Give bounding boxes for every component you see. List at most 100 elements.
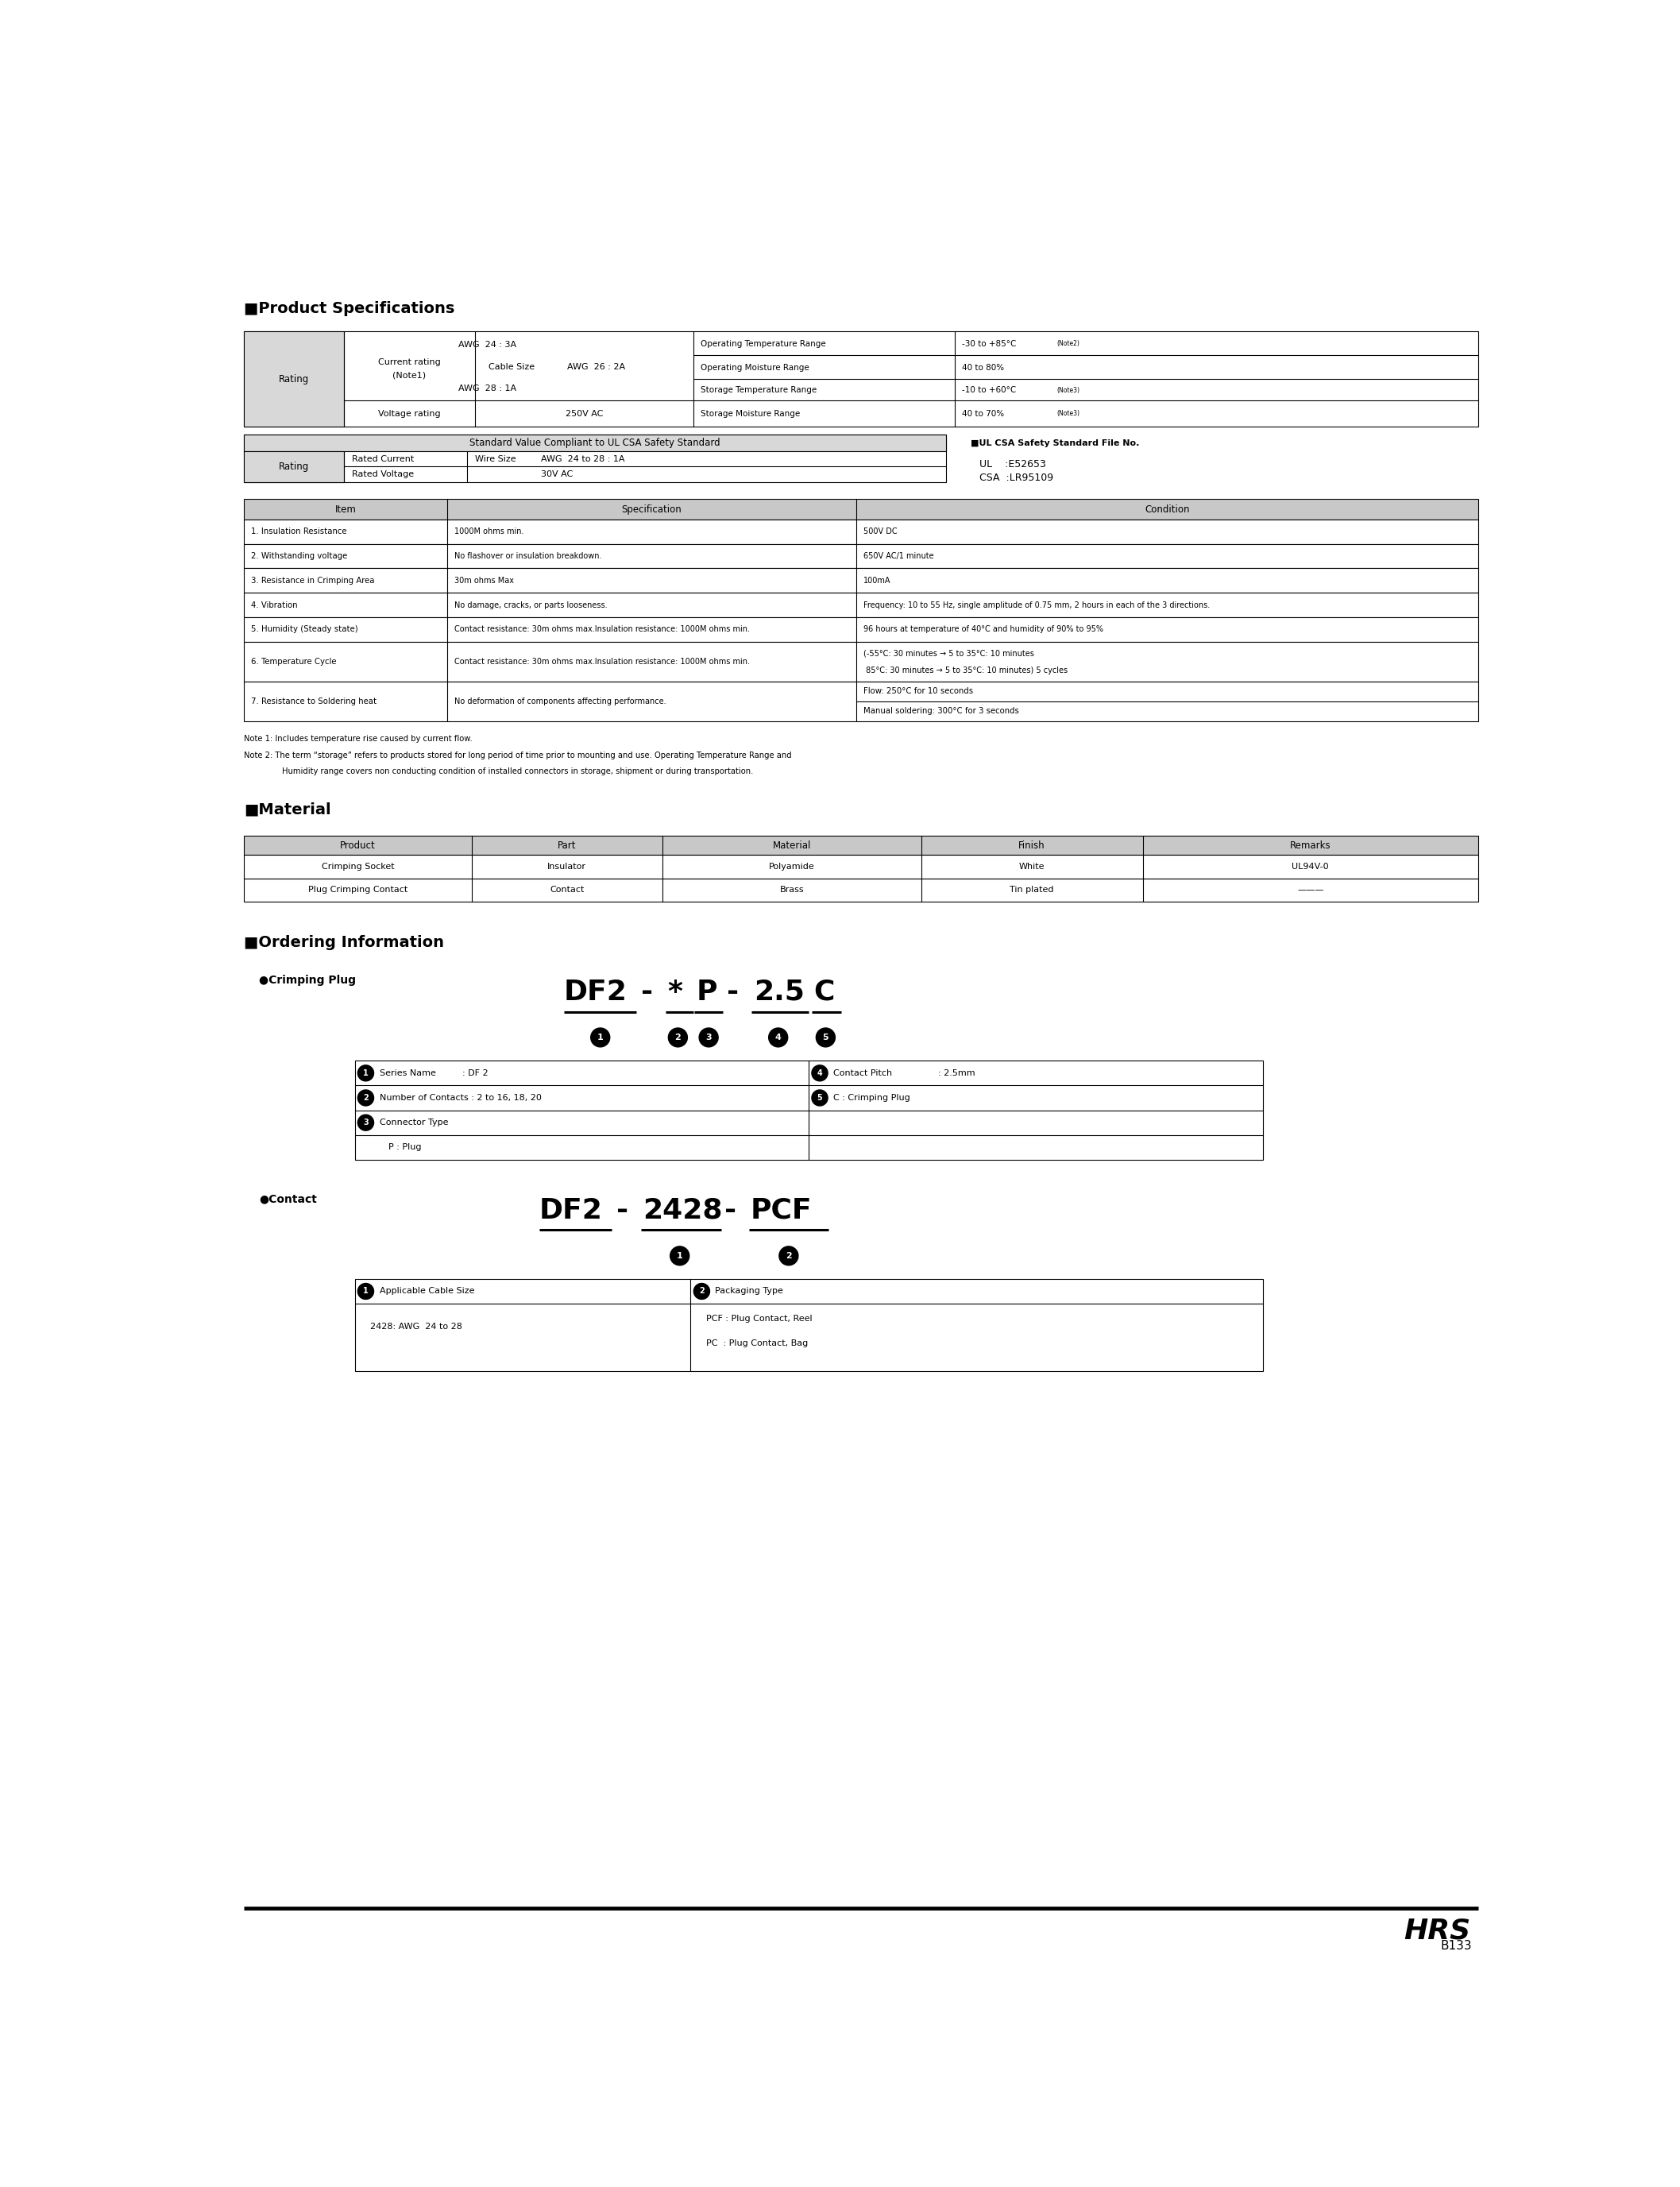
Circle shape	[816, 1028, 835, 1048]
Text: AWG  26 : 2A: AWG 26 : 2A	[568, 363, 625, 372]
Text: P: P	[696, 978, 717, 1006]
Text: (Note2): (Note2)	[1057, 341, 1079, 348]
Text: PCF: PCF	[751, 1196, 811, 1225]
Text: 3: 3	[363, 1120, 368, 1126]
Text: Insulator: Insulator	[548, 864, 586, 870]
Text: Part: Part	[558, 840, 576, 851]
Text: No damage, cracks, or parts looseness.: No damage, cracks, or parts looseness.	[454, 601, 608, 608]
Circle shape	[358, 1284, 373, 1299]
Text: AWG  28 : 1A: AWG 28 : 1A	[459, 385, 516, 391]
Bar	[244, 435, 946, 451]
Bar	[244, 435, 946, 481]
Circle shape	[699, 1028, 717, 1048]
Text: 85°C: 30 minutes → 5 to 35°C: 10 minutes) 5 cycles: 85°C: 30 minutes → 5 to 35°C: 10 minutes…	[864, 667, 1068, 674]
Text: Remarks: Remarks	[1290, 840, 1331, 851]
Text: 2428: AWG  24 to 28: 2428: AWG 24 to 28	[370, 1323, 462, 1330]
Bar	[244, 451, 344, 481]
Text: Number of Contacts : 2 to 16, 18, 20: Number of Contacts : 2 to 16, 18, 20	[380, 1094, 541, 1102]
Bar	[244, 641, 1478, 682]
Bar	[244, 879, 1478, 901]
Text: UL94V-0: UL94V-0	[1292, 864, 1329, 870]
Text: Series Name: Series Name	[380, 1069, 435, 1076]
Circle shape	[769, 1028, 788, 1048]
Text: Packaging Type: Packaging Type	[716, 1288, 783, 1295]
Text: -: -	[724, 1196, 736, 1225]
Circle shape	[670, 1247, 689, 1266]
Text: Standard Value Compliant to UL CSA Safety Standard: Standard Value Compliant to UL CSA Safet…	[469, 437, 721, 448]
Text: 96 hours at temperature of 40°C and humidity of 90% to 95%: 96 hours at temperature of 40°C and humi…	[864, 625, 1104, 634]
Text: Rating: Rating	[279, 461, 309, 472]
Text: Specification: Specification	[622, 503, 682, 514]
Text: 7. Resistance to Soldering heat: 7. Resistance to Soldering heat	[252, 698, 376, 704]
Text: 4: 4	[774, 1034, 781, 1041]
Text: 1: 1	[596, 1034, 603, 1041]
Text: -: -	[642, 978, 654, 1006]
Text: Finish: Finish	[1018, 840, 1045, 851]
Text: 4. Vibration: 4. Vibration	[252, 601, 297, 608]
Text: -: -	[727, 978, 739, 1006]
Text: Material: Material	[773, 840, 811, 851]
Text: : DF 2: : DF 2	[462, 1069, 489, 1076]
Text: C : Crimping Plug: C : Crimping Plug	[833, 1094, 911, 1102]
Text: Plug Crimping Contact: Plug Crimping Contact	[307, 886, 408, 894]
Text: 2. Withstanding voltage: 2. Withstanding voltage	[252, 551, 348, 560]
Text: Crimping Socket: Crimping Socket	[321, 864, 395, 870]
Text: (-55°C: 30 minutes → 5 to 35°C: 10 minutes: (-55°C: 30 minutes → 5 to 35°C: 10 minut…	[864, 650, 1035, 658]
Text: Contact: Contact	[549, 886, 585, 894]
Text: -30 to +85°C: -30 to +85°C	[963, 339, 1016, 348]
Text: 2: 2	[786, 1251, 791, 1260]
Bar	[244, 332, 344, 426]
Circle shape	[358, 1089, 373, 1107]
Text: Item: Item	[334, 503, 356, 514]
Text: AWG  24 : 3A: AWG 24 : 3A	[459, 341, 516, 350]
Text: 5. Humidity (Steady state): 5. Humidity (Steady state)	[252, 625, 358, 634]
Text: Contact resistance: 30m ohms max.Insulation resistance: 1000M ohms min.: Contact resistance: 30m ohms max.Insulat…	[454, 658, 749, 665]
Text: 5: 5	[823, 1034, 828, 1041]
Text: HRS: HRS	[1404, 1918, 1470, 1944]
Text: 3: 3	[706, 1034, 712, 1041]
Bar	[244, 545, 1478, 569]
Text: 5: 5	[816, 1094, 823, 1102]
Text: ●Crimping Plug: ●Crimping Plug	[259, 975, 356, 986]
Text: (Note1): (Note1)	[393, 372, 425, 381]
Bar	[354, 1279, 1263, 1371]
Bar	[244, 835, 1478, 855]
Text: Polyamide: Polyamide	[769, 864, 815, 870]
Text: No deformation of components affecting performance.: No deformation of components affecting p…	[454, 698, 667, 704]
Bar	[354, 1061, 1263, 1159]
Text: Operating Moisture Range: Operating Moisture Range	[701, 363, 810, 372]
Text: *: *	[667, 978, 682, 1006]
Text: Frequency: 10 to 55 Hz, single amplitude of 0.75 mm, 2 hours in each of the 3 di: Frequency: 10 to 55 Hz, single amplitude…	[864, 601, 1210, 608]
Text: ■Ordering Information: ■Ordering Information	[244, 936, 444, 951]
Text: 1. Insulation Resistance: 1. Insulation Resistance	[252, 527, 348, 536]
Text: : 2.5mm: : 2.5mm	[937, 1069, 974, 1076]
Text: Product: Product	[339, 840, 376, 851]
Text: 1: 1	[363, 1288, 368, 1295]
Text: Voltage rating: Voltage rating	[378, 409, 440, 418]
Text: 1: 1	[677, 1251, 682, 1260]
Text: 1: 1	[363, 1069, 368, 1076]
Circle shape	[811, 1089, 828, 1107]
Text: (Note3): (Note3)	[1057, 409, 1080, 418]
Text: C: C	[813, 978, 835, 1006]
Text: -10 to +60°C: -10 to +60°C	[963, 387, 1016, 394]
Text: Flow: 250°C for 10 seconds: Flow: 250°C for 10 seconds	[864, 687, 973, 695]
Text: Cable Size: Cable Size	[489, 363, 534, 372]
Circle shape	[358, 1065, 373, 1080]
Text: Note 2: The term “storage” refers to products stored for long period of time pri: Note 2: The term “storage” refers to pro…	[244, 752, 791, 759]
Text: -: -	[617, 1196, 628, 1225]
Bar	[244, 518, 1478, 545]
Circle shape	[591, 1028, 610, 1048]
Text: UL    :E52653: UL :E52653	[979, 459, 1047, 470]
Text: AWG  24 to 28 : 1A: AWG 24 to 28 : 1A	[541, 455, 625, 464]
Text: Current rating: Current rating	[378, 359, 440, 365]
Text: Rating: Rating	[279, 374, 309, 385]
Bar	[244, 855, 1478, 879]
Text: ■Product Specifications: ■Product Specifications	[244, 302, 455, 317]
Text: Rated Current: Rated Current	[353, 455, 415, 464]
Circle shape	[669, 1028, 687, 1048]
Text: Storage Moisture Range: Storage Moisture Range	[701, 409, 800, 418]
Text: 2: 2	[699, 1288, 704, 1295]
Bar	[244, 332, 1478, 426]
Text: Note 1: Includes temperature rise caused by current flow.: Note 1: Includes temperature rise caused…	[244, 735, 472, 744]
